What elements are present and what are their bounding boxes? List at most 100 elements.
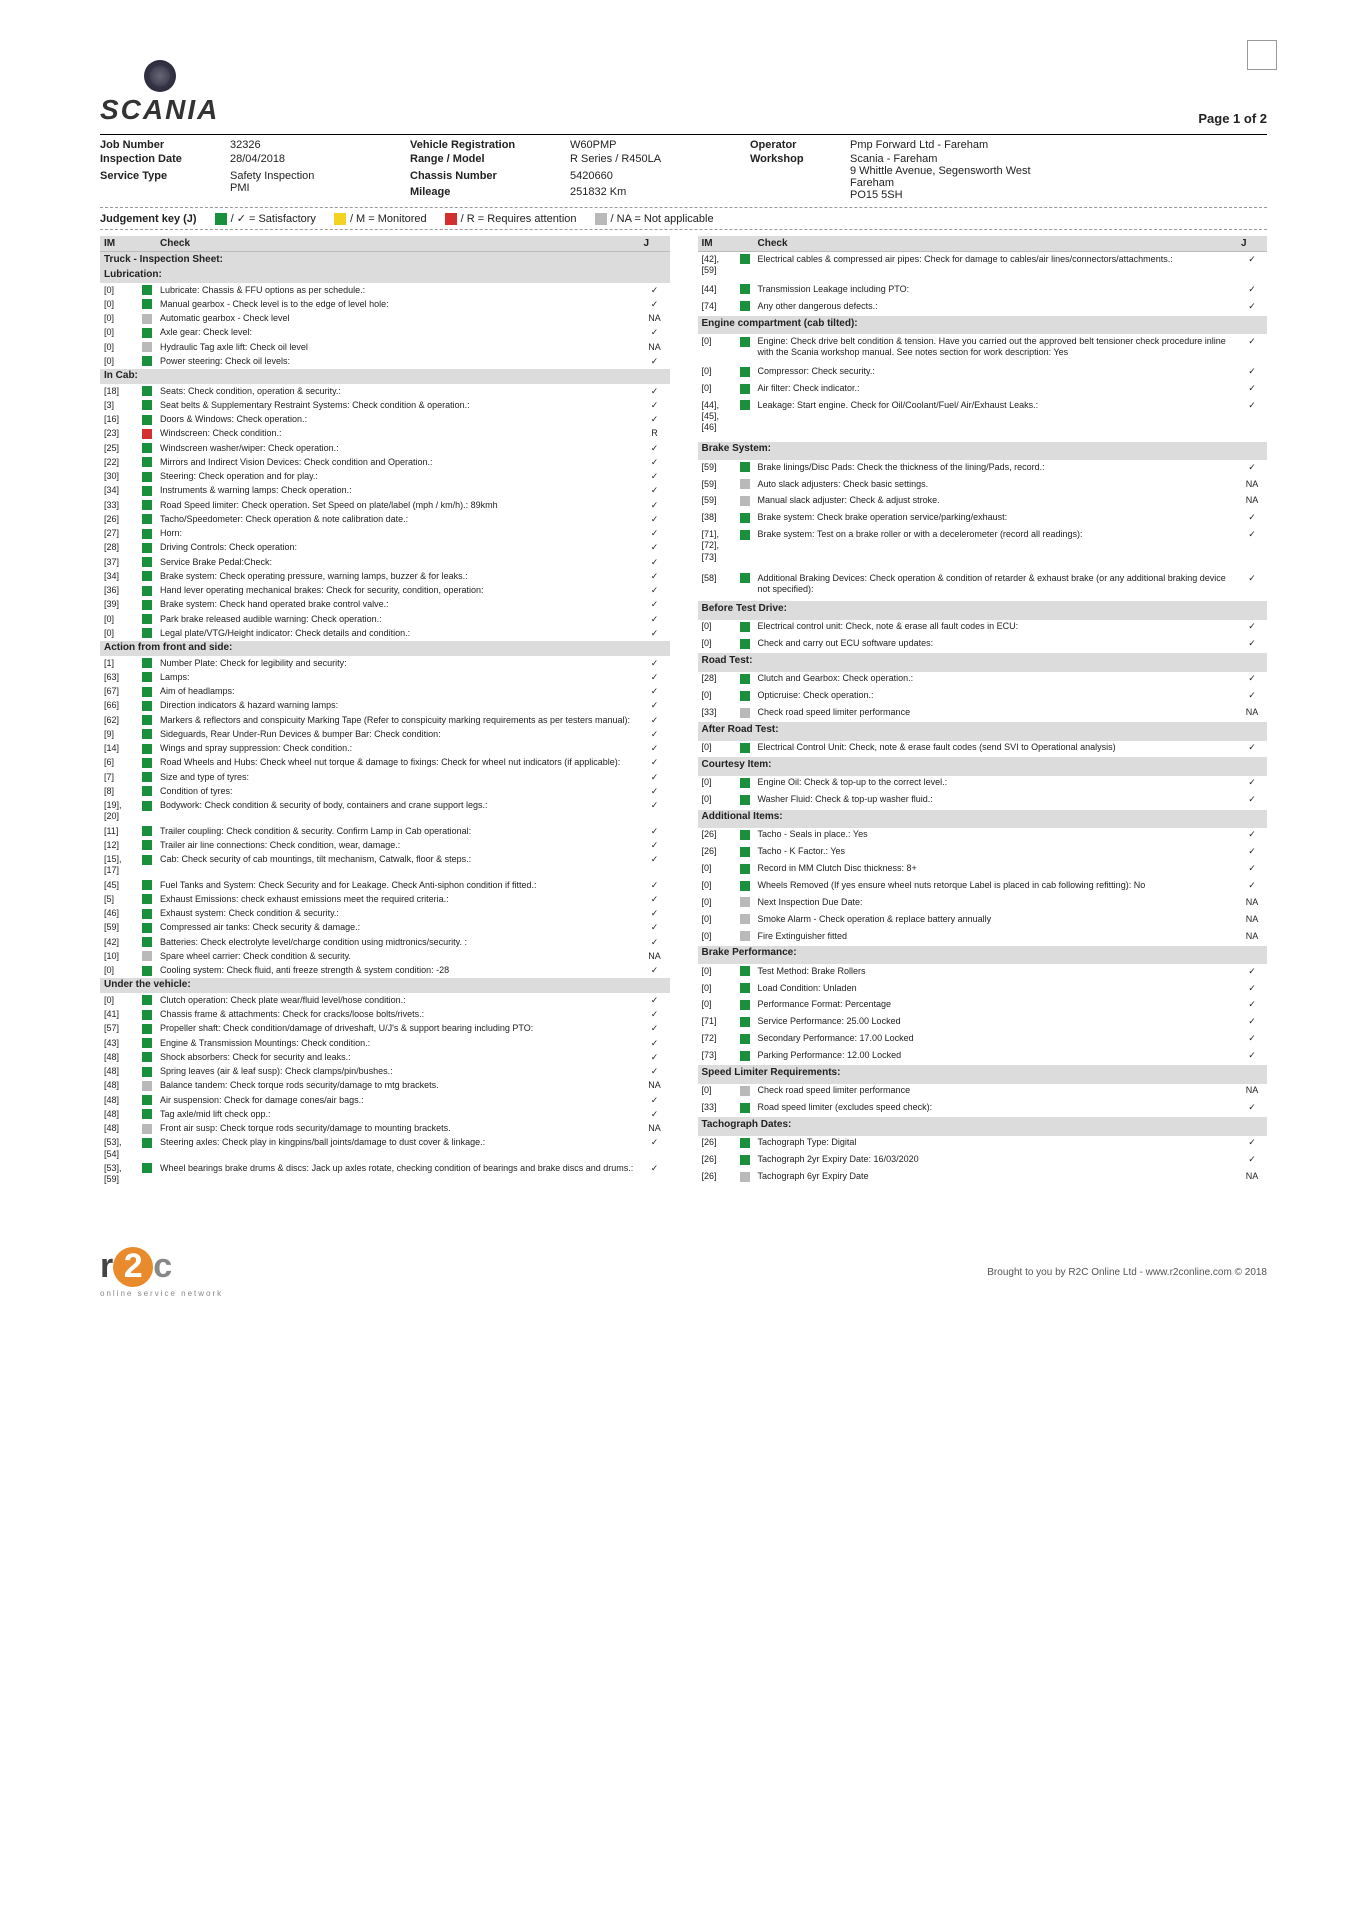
table-row: [53], [59]Wheel bearings brake drums & d…: [100, 1161, 670, 1187]
status-square-icon: [740, 573, 750, 583]
cell-judgement: ✓: [640, 498, 670, 512]
status-square-icon: [142, 840, 152, 850]
cell-judgement: NA: [1237, 477, 1267, 494]
cell-judgement: NA: [640, 312, 670, 326]
table-row: [26]Tachograph 2yr Expiry Date: 16/03/20…: [698, 1153, 1268, 1170]
cell-description: Transmission Leakage including PTO:: [754, 282, 1238, 299]
status-square-icon: [740, 479, 750, 489]
table-row: [45]Fuel Tanks and System: Check Securit…: [100, 878, 670, 892]
cell-marker: [138, 398, 156, 412]
range-value: R Series / R450LA: [570, 153, 750, 168]
cell-im: [0]: [100, 612, 138, 626]
table-row: [48]Balance tandem: Check torque rods se…: [100, 1079, 670, 1093]
cell-description: Next Inspection Due Date:: [754, 895, 1238, 912]
logo-text: SCANIA: [100, 94, 219, 126]
cell-marker: [736, 689, 754, 706]
cell-description: Propeller shaft: Check condition/damage …: [156, 1022, 640, 1036]
cell-judgement: NA: [1237, 1170, 1267, 1187]
cell-description: Clutch operation: Check plate wear/fluid…: [156, 993, 640, 1007]
status-square-icon: [142, 880, 152, 890]
section-header: Additional Items:: [698, 810, 1268, 828]
cell-im: [18]: [100, 384, 138, 398]
status-square-icon: [740, 513, 750, 523]
table-row: [22]Mirrors and Indirect Vision Devices:…: [100, 455, 670, 469]
cell-marker: [736, 571, 754, 601]
status-square-icon: [740, 983, 750, 993]
cell-im: [46]: [100, 907, 138, 921]
cell-judgement: ✓: [1237, 964, 1267, 981]
status-square-icon: [142, 966, 152, 976]
r2c-logo-block: r2c online service network: [100, 1247, 223, 1298]
cell-description: Windscreen: Check condition.:: [156, 427, 640, 441]
cell-marker: [138, 742, 156, 756]
table-row: [5]Exhaust Emissions: check exhaust emis…: [100, 892, 670, 906]
cell-marker: [736, 1084, 754, 1101]
table-row: [67]Aim of headlamps:✓: [100, 685, 670, 699]
table-row: [0]Record in MM Clutch Disc thickness: 8…: [698, 862, 1268, 879]
cell-marker: [138, 541, 156, 555]
cell-description: Lubricate: Chassis & FFU options as per …: [156, 283, 640, 297]
cell-description: Wheel bearings brake drums & discs: Jack…: [156, 1161, 640, 1187]
cell-im: [0]: [698, 793, 736, 810]
cell-marker: [138, 441, 156, 455]
table-row: [0]Legal plate/VTG/Height indicator: Che…: [100, 626, 670, 640]
table-row: Engine compartment (cab tilted):: [698, 316, 1268, 334]
status-square-icon: [740, 743, 750, 753]
cell-description: Instruments & warning lamps: Check opera…: [156, 484, 640, 498]
table-row: [18]Seats: Check condition, operation & …: [100, 384, 670, 398]
cell-im: [48]: [100, 1065, 138, 1079]
section-header: Engine compartment (cab tilted):: [698, 316, 1268, 334]
cell-im: [0]: [100, 964, 138, 978]
cell-marker: [736, 1049, 754, 1066]
table-row: [0]Load Condition: Unladen✓: [698, 981, 1268, 998]
cell-judgement: ✓: [640, 824, 670, 838]
table-row: [42]Batteries: Check electrolyte level/c…: [100, 935, 670, 949]
table-row: [0]Next Inspection Due Date:NA: [698, 895, 1268, 912]
table-row: [62]Markers & reflectors and conspicuity…: [100, 713, 670, 727]
table-row: [1]Number Plate: Check for legibility an…: [100, 656, 670, 670]
cell-im: [44]: [698, 282, 736, 299]
status-square-icon: [740, 931, 750, 941]
cell-description: Power steering: Check oil levels:: [156, 354, 640, 368]
cell-judgement: ✓: [640, 713, 670, 727]
cell-description: Washer Fluid: Check & top-up washer flui…: [754, 793, 1238, 810]
table-row: [26]Tacho/Speedometer: Check operation &…: [100, 512, 670, 526]
cell-description: Steering axles: Check play in kingpins/b…: [156, 1136, 640, 1162]
table-row: [59]Auto slack adjusters: Check basic se…: [698, 477, 1268, 494]
cell-im: [6]: [100, 756, 138, 770]
cell-description: Brake system: Check hand operated brake …: [156, 598, 640, 612]
status-square-icon: [740, 1086, 750, 1096]
table-row: [15], [17]Cab: Check security of cab mou…: [100, 853, 670, 879]
status-square-icon: [740, 384, 750, 394]
cell-description: Bodywork: Check condition & security of …: [156, 799, 640, 825]
cell-marker: [736, 998, 754, 1015]
cell-marker: [736, 334, 754, 364]
cell-im: [0]: [100, 354, 138, 368]
r2c-2-icon: 2: [113, 1247, 153, 1287]
cell-marker: [736, 1170, 754, 1187]
table-row: [25]Windscreen washer/wiper: Check opera…: [100, 441, 670, 455]
cell-judgement: ✓: [1237, 1136, 1267, 1153]
table-row: [26]Tacho - K Factor.: Yes✓: [698, 845, 1268, 862]
cell-im: [0]: [698, 776, 736, 793]
cell-marker: [736, 365, 754, 382]
cell-marker: [138, 964, 156, 978]
cell-judgement: ✓: [1237, 571, 1267, 601]
cell-description: Tachograph Type: Digital: [754, 1136, 1238, 1153]
cell-im: [0]: [698, 334, 736, 364]
cell-marker: [138, 584, 156, 598]
table-row: [8]Condition of tyres:✓: [100, 784, 670, 798]
status-square-icon: [142, 514, 152, 524]
cell-description: Exhaust system: Check condition & securi…: [156, 907, 640, 921]
table-row: [33]Road speed limiter (excludes speed c…: [698, 1101, 1268, 1118]
cell-im: [0]: [100, 993, 138, 1007]
cell-judgement: ✓: [640, 470, 670, 484]
status-square-icon: [740, 1051, 750, 1061]
cell-description: Compressor: Check security.:: [754, 365, 1238, 382]
cell-description: Test Method: Brake Rollers: [754, 964, 1238, 981]
table-row: [0]Manual gearbox - Check level is to th…: [100, 297, 670, 311]
cell-description: Windscreen washer/wiper: Check operation…: [156, 441, 640, 455]
cell-description: Brake system: Test on a brake roller or …: [754, 528, 1238, 572]
cell-description: Performance Format: Percentage: [754, 998, 1238, 1015]
cell-description: Legal plate/VTG/Height indicator: Check …: [156, 626, 640, 640]
